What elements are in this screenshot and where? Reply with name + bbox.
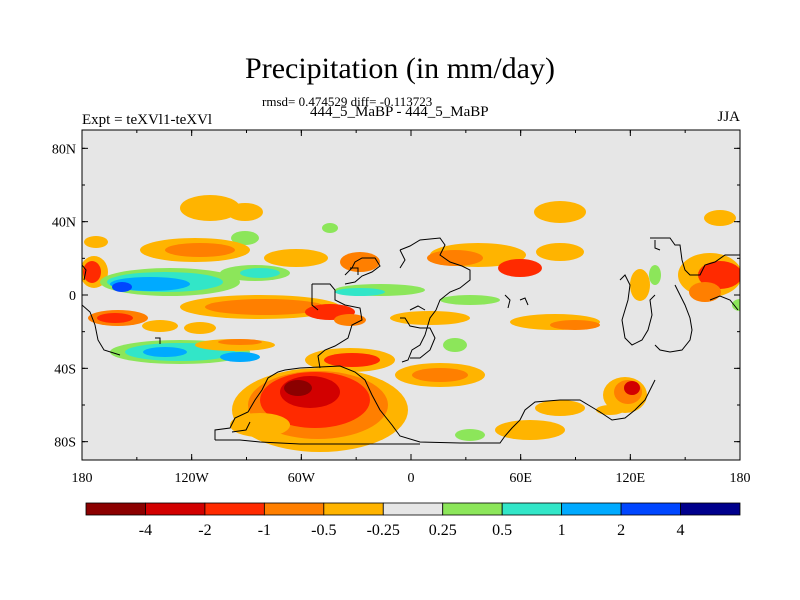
colorbar-label: 0.25 [429, 522, 457, 539]
y-tick-label: 80N [52, 142, 76, 157]
field-patch [143, 347, 187, 357]
field-patch [732, 299, 740, 311]
y-tick-label: 0 [69, 289, 76, 304]
field-patch [534, 201, 586, 223]
field-patch [630, 269, 650, 301]
field-patch [495, 420, 565, 440]
field-patch [335, 288, 385, 296]
x-tick-label: 180 [730, 471, 751, 486]
field-patch [550, 320, 600, 330]
colorbar-label: -0.25 [367, 522, 400, 539]
field-patch [184, 322, 216, 334]
stats-label: rmsd= 0.474529 diff= -0.113723 [262, 94, 433, 109]
x-tick-label: 60W [288, 471, 316, 486]
field-patch [165, 243, 235, 257]
field-patch [536, 243, 584, 261]
precipitation-field [82, 195, 740, 452]
colorbar-swatch [204, 502, 265, 516]
field-patch [440, 295, 500, 305]
field-patch [230, 413, 290, 437]
field-patch [704, 210, 736, 226]
case-label: 444_5_MaBP - 444_5_MaBP [310, 104, 489, 120]
field-patch [322, 223, 338, 233]
colorbar-swatch [382, 502, 444, 516]
field-patch [83, 261, 101, 283]
field-patch [324, 353, 380, 367]
y-tick-label: 40N [52, 216, 76, 231]
field-patch [498, 259, 542, 277]
field-patch [205, 299, 325, 315]
colorbar-swatch [501, 502, 563, 516]
colorbar-swatch [442, 502, 503, 516]
colorbar-swatch [323, 502, 384, 516]
colorbar-label: -2 [198, 522, 211, 539]
field-patch [84, 236, 108, 248]
colorbar-swatch [620, 502, 681, 516]
field-patch [112, 282, 132, 292]
colorbar-swatch [85, 502, 146, 516]
field-patch [443, 338, 467, 352]
colorbar-label: -4 [139, 522, 152, 539]
field-patch [227, 203, 263, 221]
x-tick-label: 120W [175, 471, 210, 486]
field-patch [180, 195, 240, 221]
field-patch [649, 265, 661, 285]
y-tick-label: 80S [54, 436, 76, 451]
colorbar-label: -1 [258, 522, 271, 539]
field-patch [264, 249, 328, 267]
colorbar: -4 -2 -1 -0.5 -0.25 0.25 0.5 1 2 4 [85, 502, 741, 539]
coastlines [82, 237, 740, 445]
colorbar-label: 2 [617, 522, 625, 539]
colorbar-swatch [263, 502, 325, 516]
experiment-label: Expt = teXVl1-teXVl [82, 112, 213, 128]
y-tick-label: 40S [54, 362, 76, 377]
map-title: Precipitation (in mm/day) [245, 52, 555, 85]
colorbar-label: 4 [677, 522, 685, 539]
field-patch [412, 368, 468, 382]
season-label: JJA [717, 109, 740, 125]
field-patch [698, 261, 740, 289]
colorbar-swatch [561, 502, 622, 516]
colorbar-label: 1 [558, 522, 566, 539]
x-tick-label: 180 [72, 471, 93, 486]
field-patch [97, 313, 133, 323]
field-patch [624, 381, 640, 395]
field-patch [240, 268, 280, 278]
field-patch [231, 231, 259, 245]
colorbar-label: -0.5 [311, 522, 336, 539]
x-tick-label: 60E [509, 471, 532, 486]
field-patch [334, 314, 366, 326]
field-patch [689, 282, 721, 302]
field-patch [455, 429, 485, 441]
x-tick-label: 0 [408, 471, 415, 486]
colorbar-label: 0.5 [492, 522, 512, 539]
field-patch [142, 320, 178, 332]
colorbar-swatch [680, 502, 741, 516]
field-patch [340, 252, 380, 272]
colorbar-swatch [145, 502, 206, 516]
field-patch [220, 352, 260, 362]
field-patch [535, 400, 585, 416]
x-tick-label: 120E [616, 471, 646, 486]
map-axes: 180 120W 60W 0 60E 120E 180 80N 40N 0 40S 80S [52, 130, 751, 486]
field-patch [218, 339, 262, 345]
field-patch [596, 405, 624, 415]
field-patch [284, 380, 312, 396]
